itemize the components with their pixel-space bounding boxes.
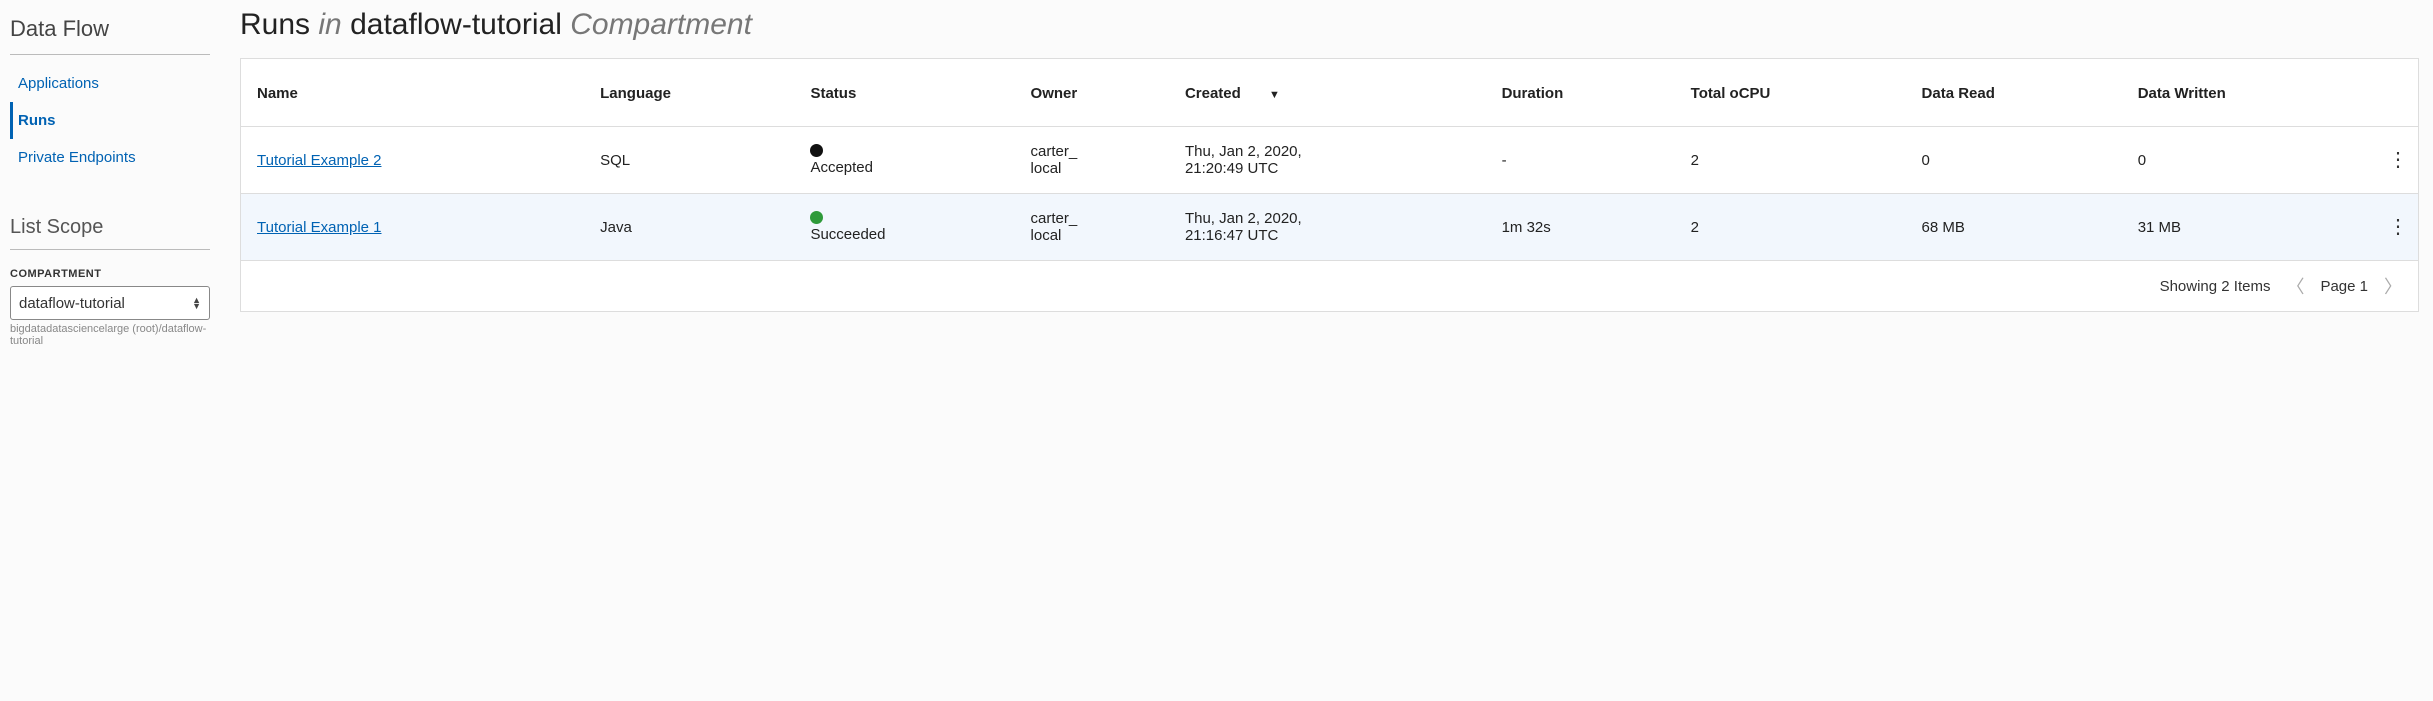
col-status[interactable]: Status — [800, 59, 1020, 127]
runs-table: Name Language Status Owner Created ▼ Dur… — [240, 58, 2419, 261]
col-duration[interactable]: Duration — [1492, 59, 1681, 127]
page-indicator: Page 1 — [2320, 278, 2368, 295]
table-footer: Showing 2 Items 〈 Page 1 〉 — [240, 261, 2419, 312]
col-language[interactable]: Language — [590, 59, 800, 127]
sidebar: Data Flow ApplicationsRunsPrivate Endpoi… — [0, 0, 220, 701]
cell-created: Thu, Jan 2, 2020,21:16:47 UTC — [1175, 194, 1492, 261]
cell-owner: carter_local — [1021, 127, 1175, 194]
title-compartment-name: dataflow-tutorial — [350, 8, 562, 41]
showing-count: Showing 2 Items — [2160, 278, 2271, 295]
cell-status: Succeeded — [800, 194, 1020, 261]
status-dot-icon — [810, 144, 823, 157]
cell-language: SQL — [590, 127, 800, 194]
cell-status: Accepted — [800, 127, 1020, 194]
run-link[interactable]: Tutorial Example 2 — [257, 152, 382, 169]
col-total-ocpu[interactable]: Total oCPU — [1681, 59, 1912, 127]
compartment-label: COMPARTMENT — [10, 268, 210, 280]
cell-data-read: 0 — [1912, 127, 2128, 194]
cell-total-ocpu: 2 — [1681, 127, 1912, 194]
main-content: Runs in dataflow-tutorial Compartment Na… — [220, 0, 2433, 701]
sidebar-title: Data Flow — [10, 16, 210, 55]
status-text: Succeeded — [810, 226, 885, 243]
cell-language: Java — [590, 194, 800, 261]
prev-page-button[interactable]: 〈 — [2284, 273, 2306, 299]
cell-duration: 1m 32s — [1492, 194, 1681, 261]
select-caret-icon: ▲▼ — [192, 297, 201, 309]
status-text: Accepted — [810, 159, 873, 176]
col-data-written[interactable]: Data Written — [2128, 59, 2378, 127]
cell-created: Thu, Jan 2, 2020,21:20:49 UTC — [1175, 127, 1492, 194]
compartment-select[interactable]: dataflow-tutorial ▲▼ — [10, 286, 210, 320]
next-page-button[interactable]: 〉 — [2382, 273, 2404, 299]
title-prefix: Runs — [240, 8, 310, 41]
sidebar-nav: ApplicationsRunsPrivate Endpoints — [10, 65, 210, 176]
sidebar-item-runs[interactable]: Runs — [10, 102, 210, 139]
table-row: Tutorial Example 2 SQL Accepted carter_loca… — [241, 127, 2419, 194]
title-suffix: Compartment — [570, 8, 752, 41]
row-actions-button[interactable]: ⋮ — [2378, 194, 2419, 261]
cell-duration: - — [1492, 127, 1681, 194]
col-actions — [2378, 59, 2419, 127]
col-created[interactable]: Created ▼ — [1175, 59, 1492, 127]
compartment-hint: bigdatadatasciencelarge (root)/dataflow-… — [10, 323, 210, 347]
row-actions-button[interactable]: ⋮ — [2378, 127, 2419, 194]
col-name[interactable]: Name — [241, 59, 591, 127]
col-owner[interactable]: Owner — [1021, 59, 1175, 127]
cell-data-read: 68 MB — [1912, 194, 2128, 261]
page-title: Runs in dataflow-tutorial Compartment — [240, 8, 2419, 42]
cell-total-ocpu: 2 — [1681, 194, 1912, 261]
cell-data-written: 31 MB — [2128, 194, 2378, 261]
table-header-row: Name Language Status Owner Created ▼ Dur… — [241, 59, 2419, 127]
sidebar-item-applications[interactable]: Applications — [10, 65, 210, 102]
sidebar-item-private-endpoints[interactable]: Private Endpoints — [10, 139, 210, 176]
col-created-label: Created — [1185, 85, 1241, 102]
run-link[interactable]: Tutorial Example 1 — [257, 219, 382, 236]
compartment-value: dataflow-tutorial — [19, 295, 125, 312]
title-in: in — [318, 8, 341, 41]
runs-tbody: Tutorial Example 2 SQL Accepted carter_loca… — [241, 127, 2419, 261]
sort-desc-icon: ▼ — [1269, 89, 1280, 101]
cell-data-written: 0 — [2128, 127, 2378, 194]
col-data-read[interactable]: Data Read — [1912, 59, 2128, 127]
status-dot-icon — [810, 211, 823, 224]
table-row: Tutorial Example 1 Java Succeeded carter_lo… — [241, 194, 2419, 261]
cell-owner: carter_local — [1021, 194, 1175, 261]
list-scope-title: List Scope — [10, 216, 210, 250]
